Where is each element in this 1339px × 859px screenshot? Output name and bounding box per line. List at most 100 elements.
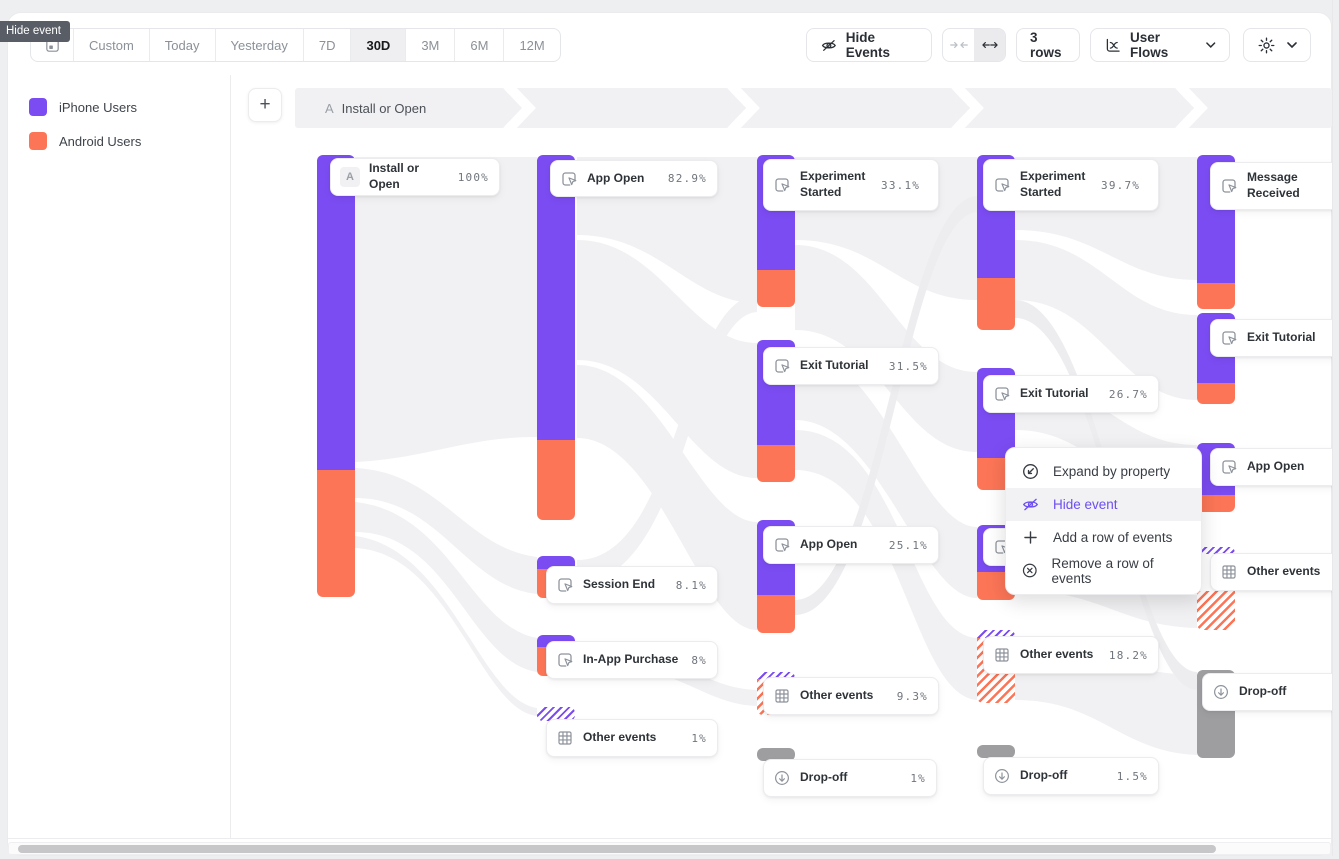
arrows-outward-icon [981,42,998,48]
bar-appopen-android[interactable] [537,440,575,520]
a-badge-icon: A [340,167,360,187]
date-range-30d[interactable]: 30D [350,29,406,61]
node-label: App Open [1247,459,1305,474]
node-exit-tutorial-3[interactable]: Exit Tutorial 31.5% [763,347,939,385]
bar-dropoff4[interactable] [977,745,1015,758]
grid-icon [995,648,1009,662]
node-experiment-started-4[interactable]: Experiment Started 39.7% [983,159,1159,211]
node-install-or-open[interactable]: A Install or Open 100% [330,158,500,196]
android-color-swatch [29,132,47,150]
node-app-open-2[interactable]: App Open 82.9% [550,160,718,197]
node-percent: 9.3% [896,689,928,703]
bar-otherevents5-iphone[interactable] [1197,547,1235,554]
event-click-icon [995,178,1010,192]
node-label: Session End [583,577,656,592]
arrows-inward-icon [949,42,968,48]
bar-otherevents3-iphone[interactable] [757,672,795,679]
add-step-button[interactable]: + [248,88,282,122]
node-label: Message Received [1247,170,1300,200]
menu-item-expand-by-property[interactable]: Expand by property [1006,455,1201,488]
date-range-7d[interactable]: 7D [302,29,351,61]
hide-events-button[interactable]: Hide Events [806,28,932,62]
node-in-app-purchase[interactable]: In-App Purchase 8% [546,641,718,679]
legend-item-android[interactable]: Android Users [29,132,141,150]
node-drop-off-3[interactable]: Drop-off 1% [763,759,937,797]
node-exit-tutorial-4[interactable]: Exit Tutorial 26.7% [983,375,1159,413]
date-range-12m[interactable]: 12M [503,29,559,61]
node-percent: 1.5% [1116,769,1148,783]
bar-install-android[interactable] [317,470,355,597]
node-percent: 100% [457,170,489,184]
bar-otherevents4-iphone[interactable] [977,630,1015,638]
node-label: Exit Tutorial [1020,386,1089,401]
menu-item-add-row[interactable]: Add a row of events [1006,521,1201,554]
bar-install-iphone[interactable] [317,155,355,470]
sidebar-divider [230,75,231,838]
node-label: Other events [800,688,874,703]
node-other-events-3[interactable]: Other events 9.3% [763,677,939,715]
window-bottom-gutter [0,856,1339,859]
bar-exittutorial3-android[interactable] [757,445,795,482]
horizontal-scrollbar[interactable] [8,842,1331,855]
bar-appopen3-android[interactable] [757,595,795,633]
date-range-yesterday[interactable]: Yesterday [214,29,303,61]
date-range-today[interactable]: Today [148,29,215,61]
node-app-open-5[interactable]: App Open [1210,448,1339,486]
date-range-6m[interactable]: 6M [454,29,503,61]
bar-message5-android[interactable] [1197,283,1235,309]
drop-off-icon [775,771,789,785]
rows-button[interactable]: 3 rows [1016,28,1080,62]
node-other-events-2[interactable]: Other events 1% [546,719,718,757]
node-label: App Open [800,537,858,552]
node-percent: 18.2% [1108,648,1148,662]
drop-off-icon [1214,685,1228,699]
bar-experiment3-android[interactable] [757,270,795,307]
step-band-label[interactable]: A Install or Open [325,88,426,128]
node-app-open-3[interactable]: App Open 25.1% [763,526,939,564]
bar-dropoff3[interactable] [757,748,795,761]
node-label: Experiment Started [1020,169,1086,199]
bar-appopen-iphone[interactable] [537,155,575,440]
node-other-events-4[interactable]: Other events 18.2% [983,636,1159,674]
legend-item-iphone[interactable]: iPhone Users [29,98,137,116]
bar-appopen5-android[interactable] [1197,495,1235,512]
grid-icon [775,689,789,703]
menu-item-hide-event[interactable]: Hide event [1006,488,1201,521]
date-range-custom[interactable]: Custom [73,29,149,61]
node-percent: 31.5% [888,359,928,373]
menu-item-label: Hide event [1053,497,1118,512]
node-drop-off-5[interactable]: Drop-off [1202,673,1339,711]
bar-otherevents5-android[interactable] [1197,591,1235,630]
scrollbar-thumb[interactable] [18,845,1216,853]
bar-otherevents2-iphone[interactable] [537,707,575,721]
event-click-icon [558,578,573,592]
node-drop-off-4[interactable]: Drop-off 1.5% [983,757,1159,795]
view-selector[interactable]: User Flows [1090,28,1230,62]
node-message-received-5[interactable]: Message Received [1210,162,1339,210]
bar-exittutorial5-android[interactable] [1197,383,1235,404]
collapse-columns-button[interactable] [943,29,974,61]
expand-columns-button[interactable] [974,29,1005,61]
iphone-color-swatch [29,98,47,116]
event-click-icon [1222,179,1237,193]
date-range-3m[interactable]: 3M [405,29,454,61]
bar-sessionend-iphone[interactable] [537,556,575,569]
event-click-icon [775,538,790,552]
node-exit-tutorial-5[interactable]: Exit Tutorial [1210,319,1339,357]
bar-experiment4-android[interactable] [977,278,1015,330]
event-click-icon [995,387,1010,401]
node-percent: 1% [910,771,926,785]
node-session-end[interactable]: Session End 8.1% [546,566,718,604]
node-label: In-App Purchase [583,652,679,667]
node-percent: 82.9% [667,172,707,185]
hide-events-label: Hide Events [845,30,891,60]
node-experiment-started-3[interactable]: Experiment Started 33.1% [763,159,939,211]
node-percent: 26.7% [1108,387,1148,401]
node-other-events-5[interactable]: Other events [1210,553,1339,591]
settings-button[interactable] [1243,28,1311,62]
window-right-gutter [1332,0,1339,859]
menu-item-remove-row[interactable]: Remove a row of events [1006,554,1201,587]
node-percent: 39.7% [1101,178,1141,192]
gear-icon [1258,37,1275,53]
chart-bottom-divider [8,838,1331,839]
